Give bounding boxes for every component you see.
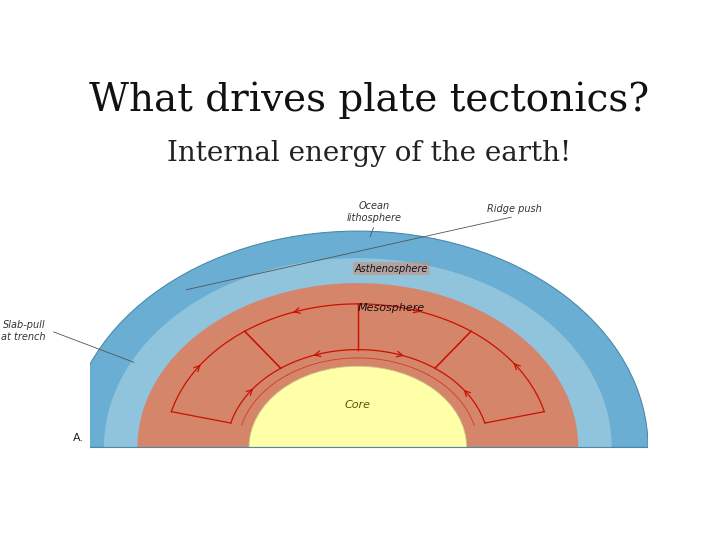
Text: Internal energy of the earth!: Internal energy of the earth! <box>167 140 571 167</box>
Wedge shape <box>138 283 578 447</box>
Text: Slab-pull
at trench: Slab-pull at trench <box>1 320 45 342</box>
Text: Core: Core <box>345 400 371 410</box>
Wedge shape <box>104 258 612 447</box>
Text: What drives plate tectonics?: What drives plate tectonics? <box>89 82 649 119</box>
Text: Ridge push: Ridge push <box>487 205 541 214</box>
Text: A.: A. <box>73 433 84 443</box>
Text: Ocean
lithosphere: Ocean lithosphere <box>347 201 402 223</box>
Wedge shape <box>249 366 467 447</box>
Wedge shape <box>68 231 648 447</box>
Text: Mesosphere: Mesosphere <box>358 303 425 313</box>
Text: Asthenosphere: Asthenosphere <box>355 264 428 274</box>
Wedge shape <box>249 366 467 447</box>
